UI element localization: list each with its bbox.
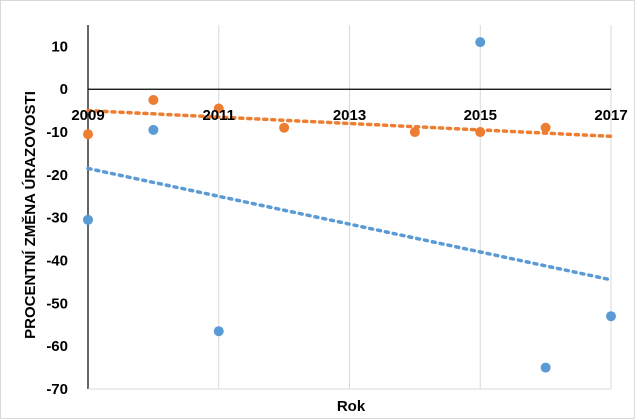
data-points — [83, 37, 616, 373]
y-tick-label: -60 — [46, 338, 68, 355]
y-tick-label: -30 — [46, 210, 68, 227]
data-point-series-2 — [475, 127, 486, 138]
data-point-series-1 — [83, 214, 93, 225]
trendlines — [86, 108, 613, 282]
y-tick-label: -40 — [46, 253, 68, 270]
x-tick-label: 2011 — [202, 107, 235, 124]
data-point-series-2 — [409, 127, 420, 138]
x-tick-label: 2013 — [333, 107, 366, 124]
x-axis-title: Rok — [337, 398, 366, 415]
y-tick-label: 0 — [60, 81, 68, 98]
data-point-series-2 — [83, 129, 93, 140]
x-tick-label: 2015 — [464, 107, 497, 124]
grid-lines — [218, 25, 612, 389]
data-point-series-1 — [148, 124, 159, 135]
y-tick-label: -10 — [46, 124, 68, 141]
trendline-series-2 — [86, 108, 613, 139]
tick-labels: 10 0 -10 -20 -30 -40 -50 -60 -70 2009 2011 2013 2015… — [46, 38, 627, 398]
y-tick-label: -50 — [46, 295, 68, 312]
x-tick-label: 2017 — [594, 107, 627, 124]
data-point-series-1 — [475, 37, 486, 48]
trendline-series-1 — [86, 166, 613, 282]
data-point-series-2 — [213, 103, 224, 114]
y-tick-label: -70 — [46, 381, 68, 398]
data-point-series-2 — [279, 122, 290, 133]
data-point-series-1 — [213, 326, 224, 337]
y-tick-label: 10 — [51, 38, 68, 55]
y-tick-label: -20 — [46, 167, 68, 184]
data-point-series-1 — [606, 311, 616, 322]
x-tick-label: 2009 — [71, 107, 104, 124]
data-point-series-1 — [540, 362, 551, 373]
y-axis-title: PROCENTNÍ ZMĚNA ÚRAZOVOSTI — [21, 91, 39, 339]
data-point-series-2 — [148, 94, 159, 105]
axes — [87, 25, 611, 390]
data-point-series-2 — [540, 122, 551, 133]
